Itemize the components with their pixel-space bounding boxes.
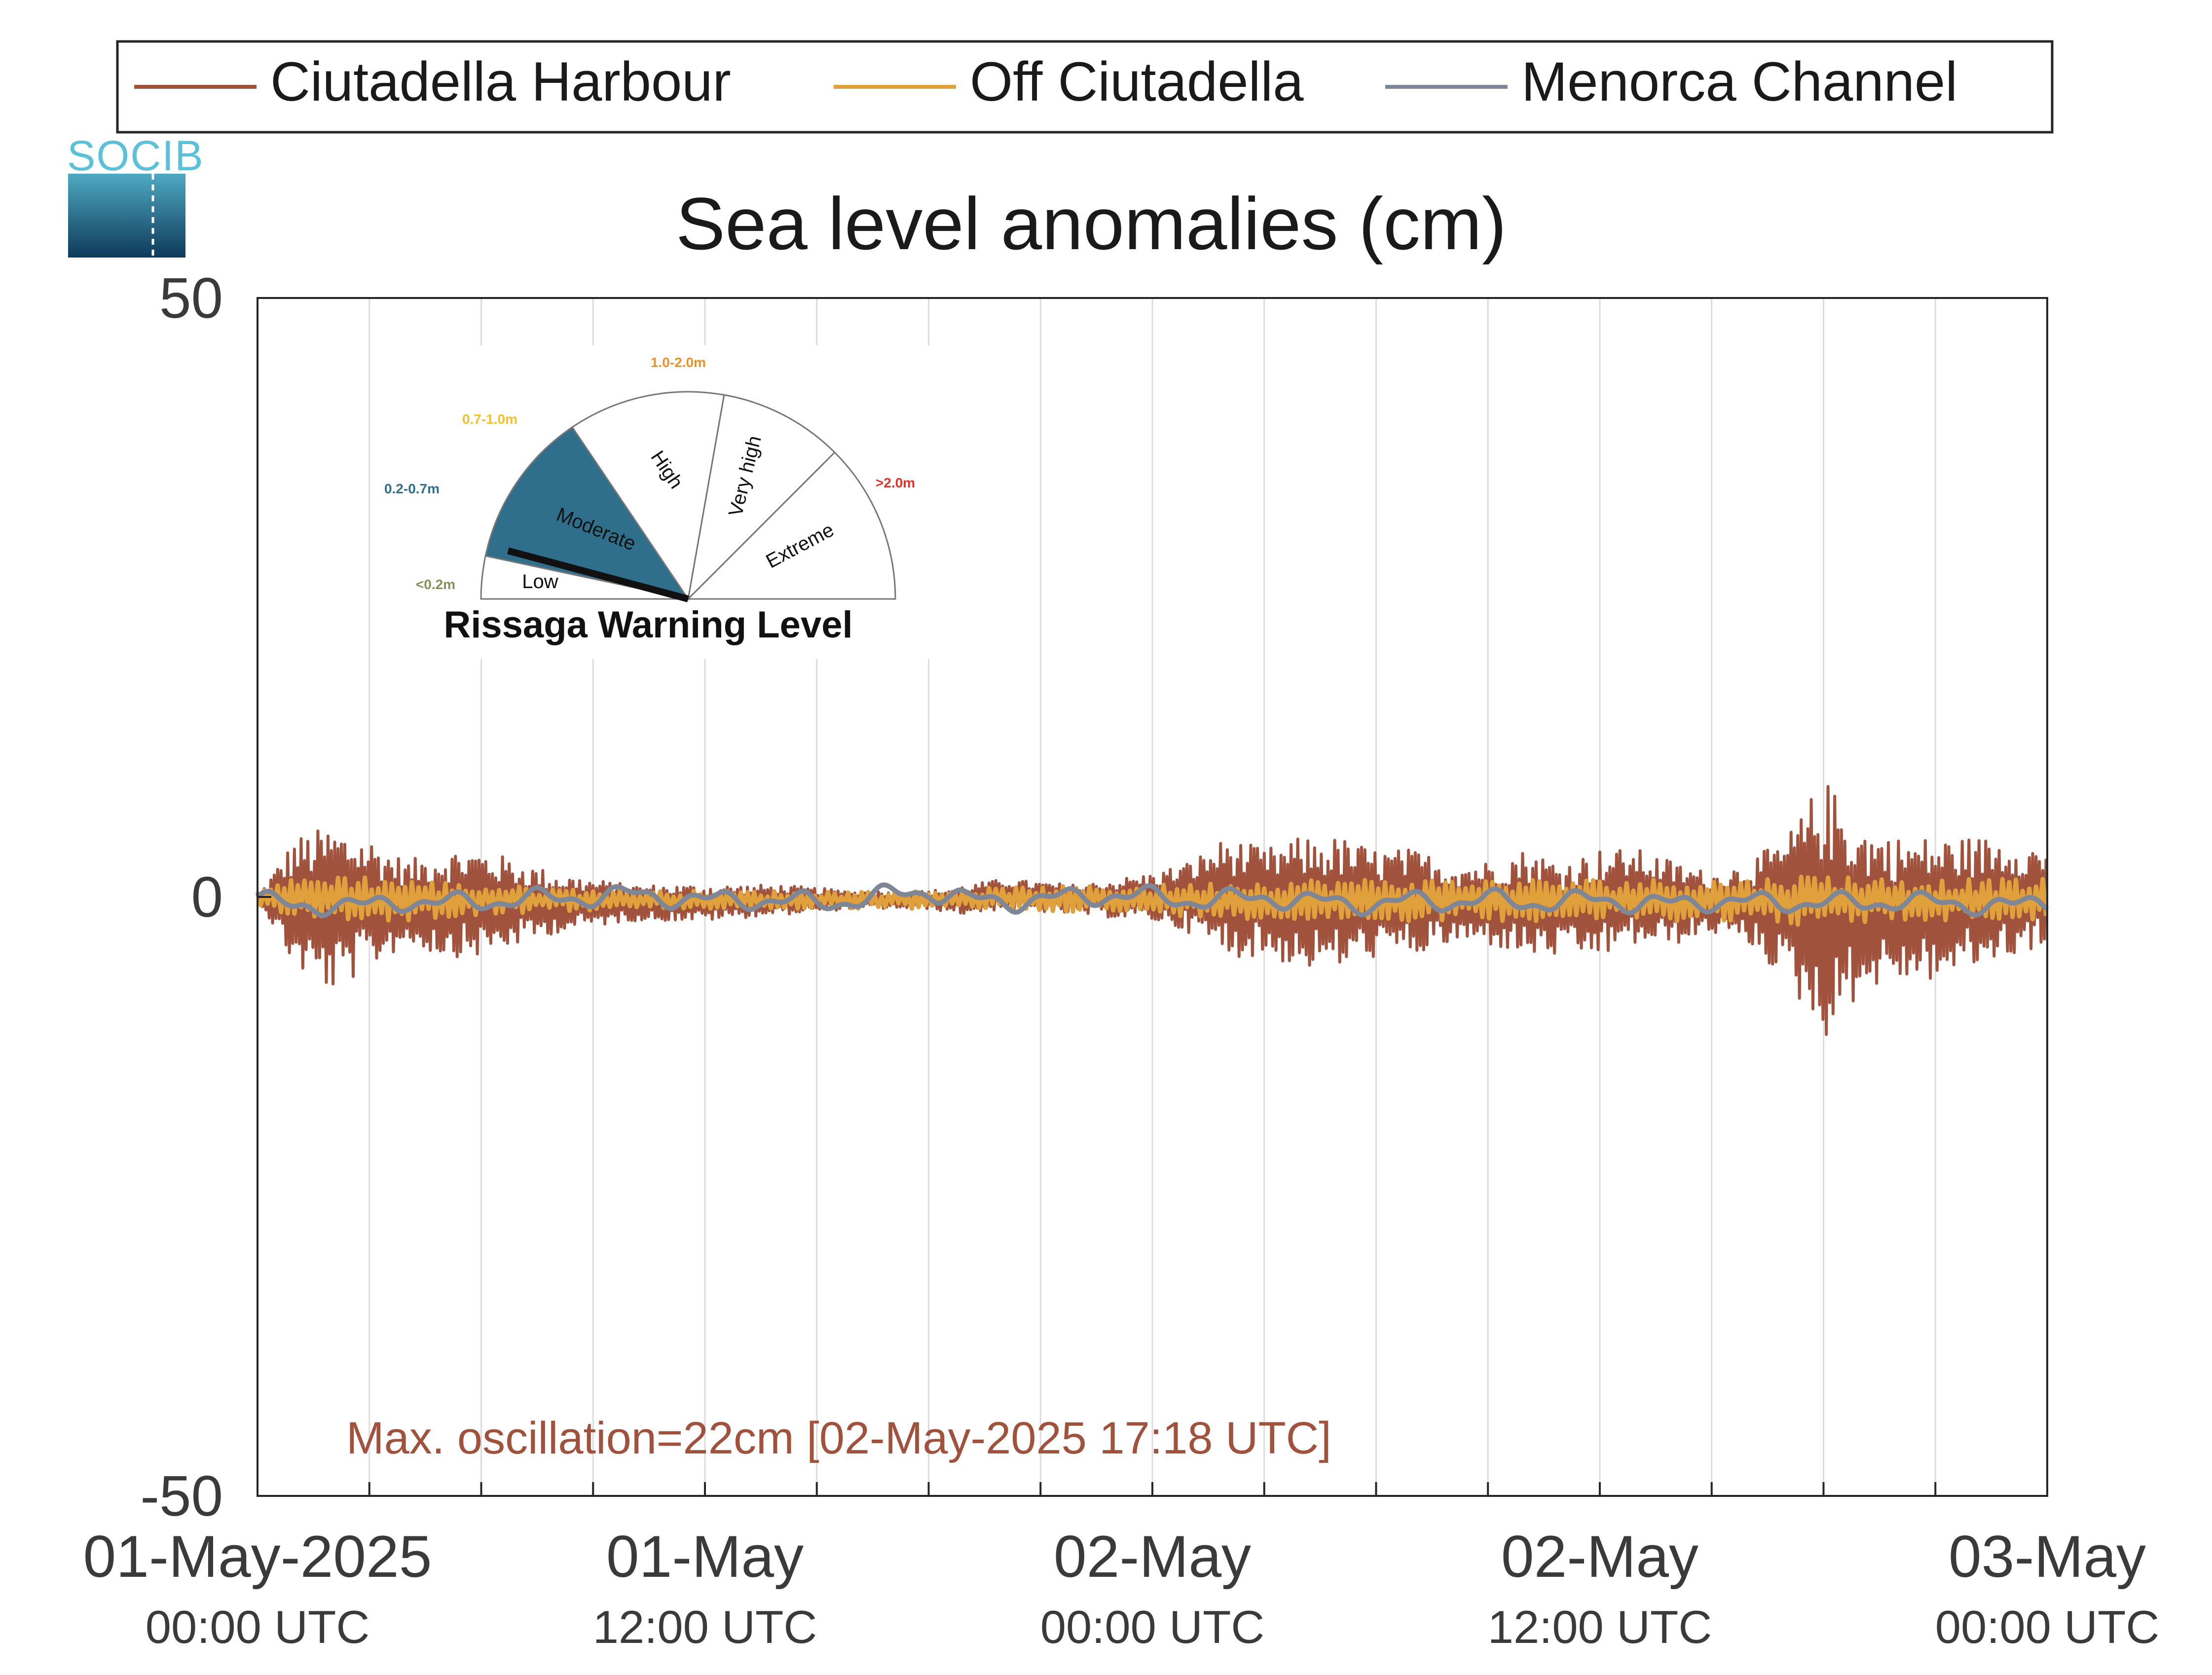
legend-item-ciutadella-harbour[interactable]: Ciutadella Harbour — [134, 51, 731, 112]
gauge-range-label: <0.2m — [416, 577, 455, 592]
gauge-sector-extreme — [686, 451, 896, 600]
x-tick-label-date: 01-May — [606, 1524, 804, 1590]
gauge-range-label: 0.7-1.0m — [462, 411, 517, 427]
legend: Ciutadella Harbour Off Ciutadella Menorc… — [116, 40, 2054, 134]
gauge-sector-label: Low — [522, 571, 558, 593]
series-off-ciutadella — [255, 874, 2049, 927]
legend-item-menorca-channel[interactable]: Menorca Channel — [1385, 51, 1957, 112]
series-layer — [255, 785, 2049, 1036]
legend-label: Ciutadella Harbour — [270, 51, 731, 112]
socib-logo: SOCIB — [67, 132, 204, 258]
socib-logo-text: SOCIB — [67, 132, 204, 180]
gauge-needle — [507, 547, 689, 602]
x-tick-label-time: 12:00 UTC — [1488, 1601, 1712, 1653]
x-tick-label-time: 00:00 UTC — [1040, 1601, 1265, 1653]
gauge-range-label: >2.0m — [876, 475, 915, 490]
max-oscillation-annotation: Max. oscillation=22cm [02-May-2025 17:18… — [346, 1413, 1331, 1463]
gauge-sectors — [480, 391, 896, 601]
gauge-range-label: 0.2-0.7m — [384, 481, 440, 496]
chart-title: Sea level anomalies (cm) — [676, 182, 1507, 265]
legend-label: Off Ciutadella — [970, 51, 1304, 112]
y-tick-label: 50 — [159, 266, 223, 330]
x-tick-label-date: 01-May-2025 — [83, 1524, 432, 1590]
gauge-sector-high — [571, 391, 725, 601]
x-tick-label-date: 03-May — [1949, 1524, 2146, 1590]
y-tick-label: 0 — [191, 865, 223, 929]
x-tick-label-date: 02-May — [1054, 1524, 1251, 1590]
y-tick-label: -50 — [140, 1464, 223, 1528]
x-tick-label-time: 00:00 UTC — [1935, 1601, 2160, 1653]
series-menorca-channel — [256, 882, 2049, 918]
gauge-range-label: 1.0-2.0m — [651, 355, 706, 370]
gauge-sector-very-high — [687, 394, 836, 601]
gauge-title: Rissaga Warning Level — [443, 604, 852, 646]
y-tick-labels: -50 0 50 — [140, 266, 271, 1528]
x-tick-label-time: 00:00 UTC — [146, 1601, 370, 1653]
legend-label: Menorca Channel — [1521, 51, 1957, 112]
x-tick-marks — [368, 1482, 1937, 1496]
x-tick-label-date: 02-May — [1501, 1524, 1698, 1590]
x-tick-label-time: 12:00 UTC — [593, 1601, 817, 1653]
legend-item-off-ciutadella[interactable]: Off Ciutadella — [834, 51, 1304, 112]
x-tick-labels: 01-May-2025 00:00 UTC 01-May 12:00 UTC 02-Ma… — [83, 1524, 2159, 1653]
